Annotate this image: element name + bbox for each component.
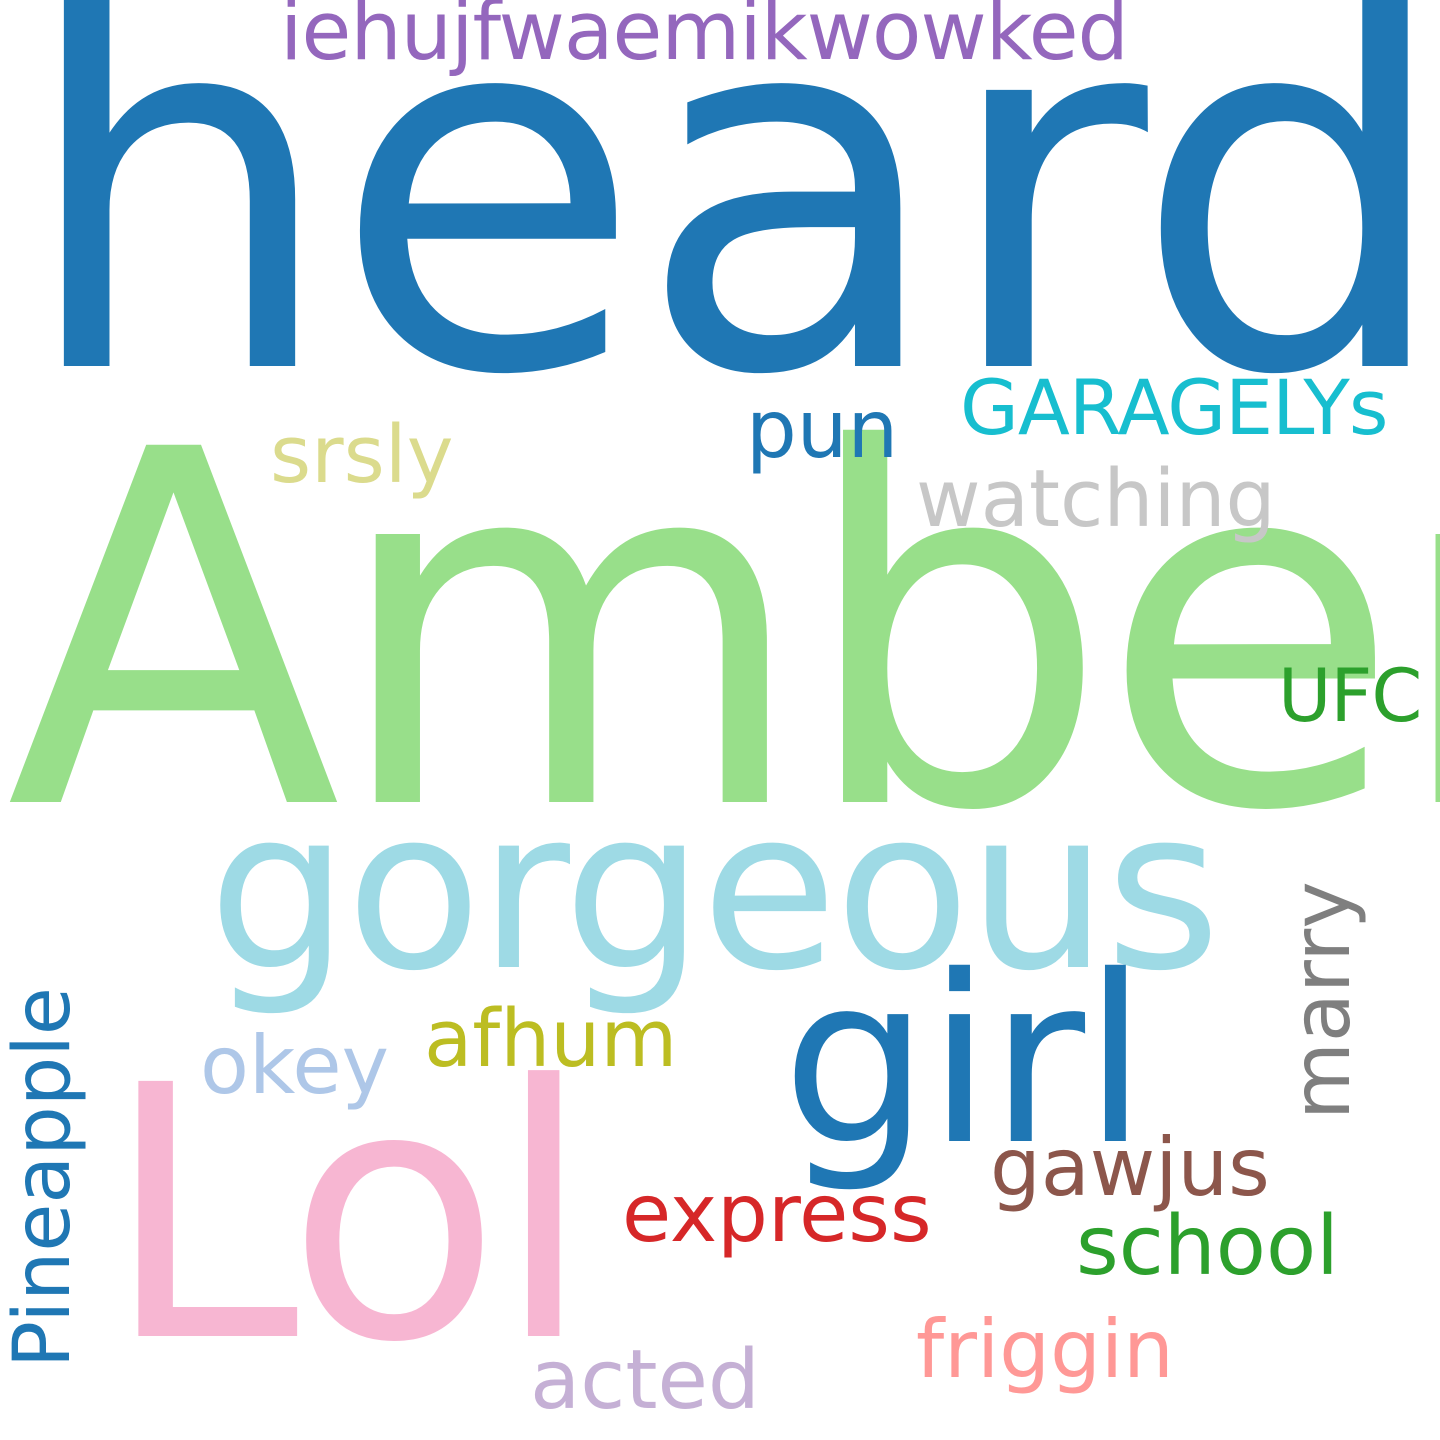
word-afhum: afhum bbox=[424, 993, 678, 1085]
word-school: school bbox=[1076, 1199, 1339, 1294]
word-express: express bbox=[622, 1167, 932, 1260]
word-okey: okey bbox=[200, 1019, 389, 1112]
word-pineapple: Pineapple bbox=[0, 987, 88, 1368]
word-watching: watching bbox=[916, 453, 1276, 545]
word-ufc: UFC bbox=[1278, 654, 1422, 739]
word-lol: Lol bbox=[104, 1011, 592, 1419]
word-friggin: friggin bbox=[916, 1303, 1174, 1396]
word-acted: acted bbox=[530, 1333, 760, 1428]
word-gorgeous: gorgeous bbox=[208, 762, 1221, 1020]
word-srsly: srsly bbox=[270, 409, 454, 501]
word-garagelys: GARAGELYs bbox=[960, 363, 1388, 452]
word-heard: heard bbox=[18, 0, 1440, 486]
word-iehujfwaemikwowked: iehujfwaemikwowked bbox=[280, 0, 1129, 79]
word-gawjus: gawjus bbox=[990, 1121, 1270, 1214]
word-girl: girl bbox=[782, 926, 1148, 1196]
word-amber: Amber bbox=[6, 347, 1440, 918]
word-pun: pun bbox=[746, 383, 899, 476]
word-marry: marry bbox=[1275, 881, 1368, 1120]
